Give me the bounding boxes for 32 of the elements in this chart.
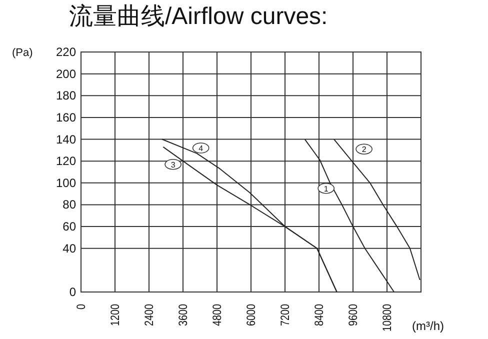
x-tick-label: 1200: [108, 299, 122, 326]
x-axis-title: (m³/h): [412, 319, 444, 333]
y-axis-title: (Pa): [12, 47, 33, 59]
y-tick-label: 0: [69, 285, 76, 299]
y-tick-label: 80: [62, 198, 76, 212]
y-tick-label: 140: [56, 132, 76, 146]
y-tick-label: 180: [56, 88, 76, 103]
annotation: 4: [192, 142, 210, 154]
y-tick-label: 60: [62, 220, 76, 234]
y-tick-label: 100: [56, 176, 76, 190]
annotation: 2: [356, 144, 372, 154]
annotation: 1: [324, 184, 329, 194]
x-tick-label: 2400: [142, 299, 156, 326]
x-tick-label: 0: [74, 302, 88, 310]
y-tick-label: 200: [56, 66, 76, 81]
title: 流量曲线/Airflow curves:: [69, 3, 328, 30]
annotation: 2: [362, 145, 367, 154]
annotation: 3: [170, 160, 176, 170]
annotation: 1: [318, 182, 334, 194]
x-tick-label: 8400: [312, 299, 326, 326]
x-tick-label: 3600: [176, 299, 190, 326]
annotation: 4: [198, 144, 204, 153]
y-tick-label: 160: [56, 110, 76, 124]
y-tick-label: 220: [56, 45, 76, 59]
x-tick-label: 6000: [244, 299, 258, 326]
annotation: 3: [164, 158, 182, 170]
x-tick-label: 10800: [380, 298, 394, 332]
y-tick-label: 120: [56, 154, 76, 168]
x-tick-label: 9600: [346, 299, 360, 326]
x-tick-label: 4800: [210, 299, 224, 326]
y-tick-label: 40: [62, 241, 76, 256]
x-tick-label: 7200: [278, 299, 292, 326]
